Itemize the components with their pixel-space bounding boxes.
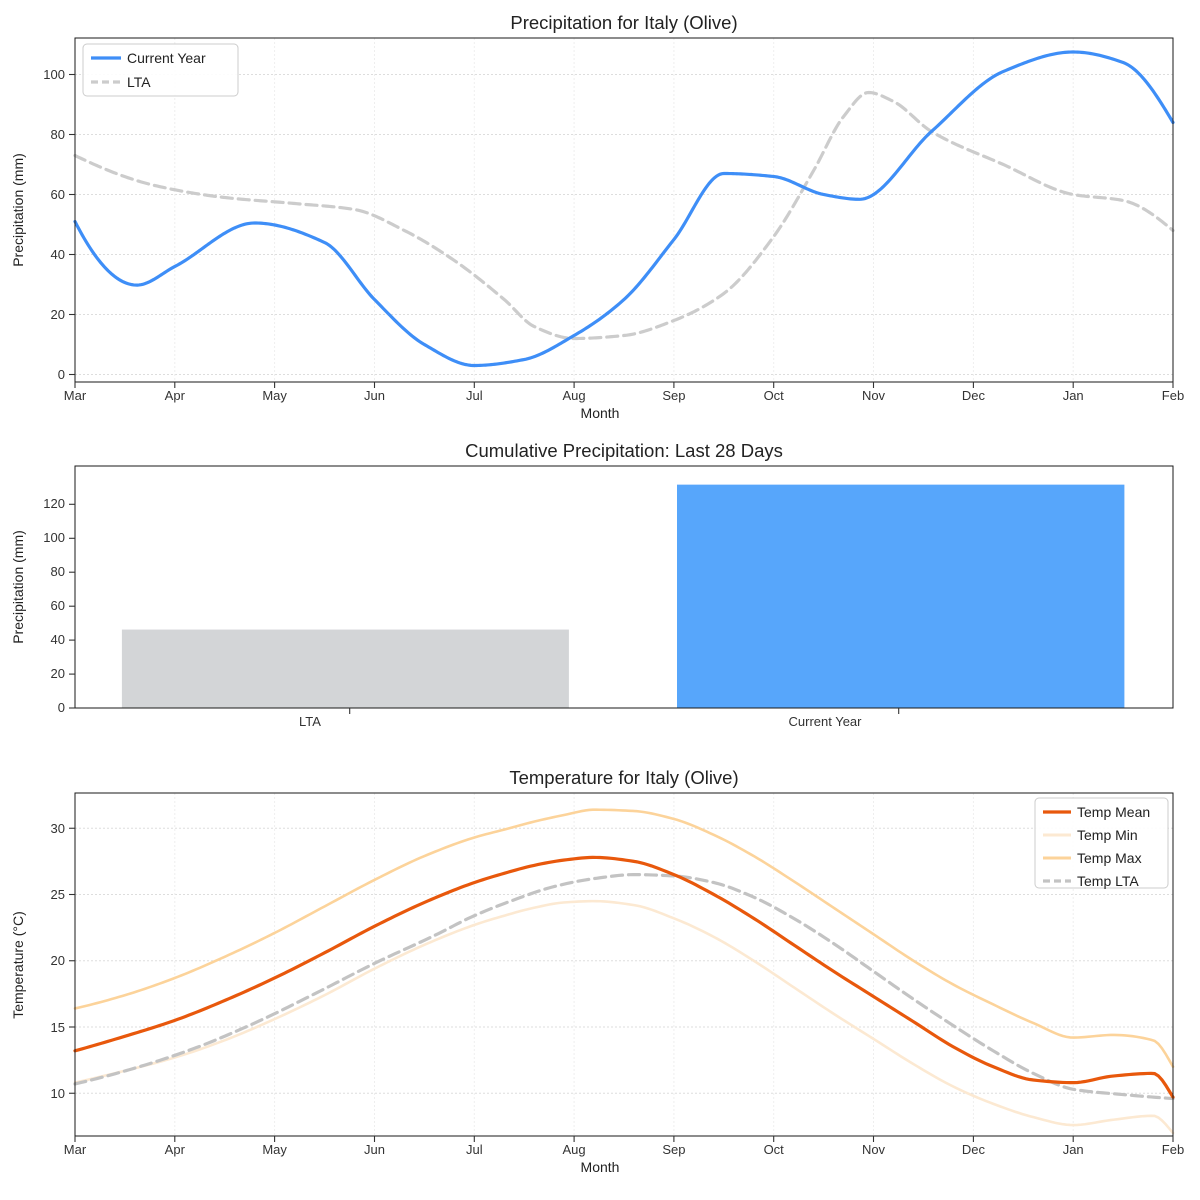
svg-text:LTA: LTA xyxy=(127,74,151,90)
svg-text:Temp Mean: Temp Mean xyxy=(1077,804,1150,820)
svg-text:Temp Min: Temp Min xyxy=(1077,827,1138,843)
svg-text:Current Year: Current Year xyxy=(127,50,206,66)
svg-text:Temp Max: Temp Max xyxy=(1077,850,1142,866)
svg-text:Temp LTA: Temp LTA xyxy=(1077,873,1139,889)
